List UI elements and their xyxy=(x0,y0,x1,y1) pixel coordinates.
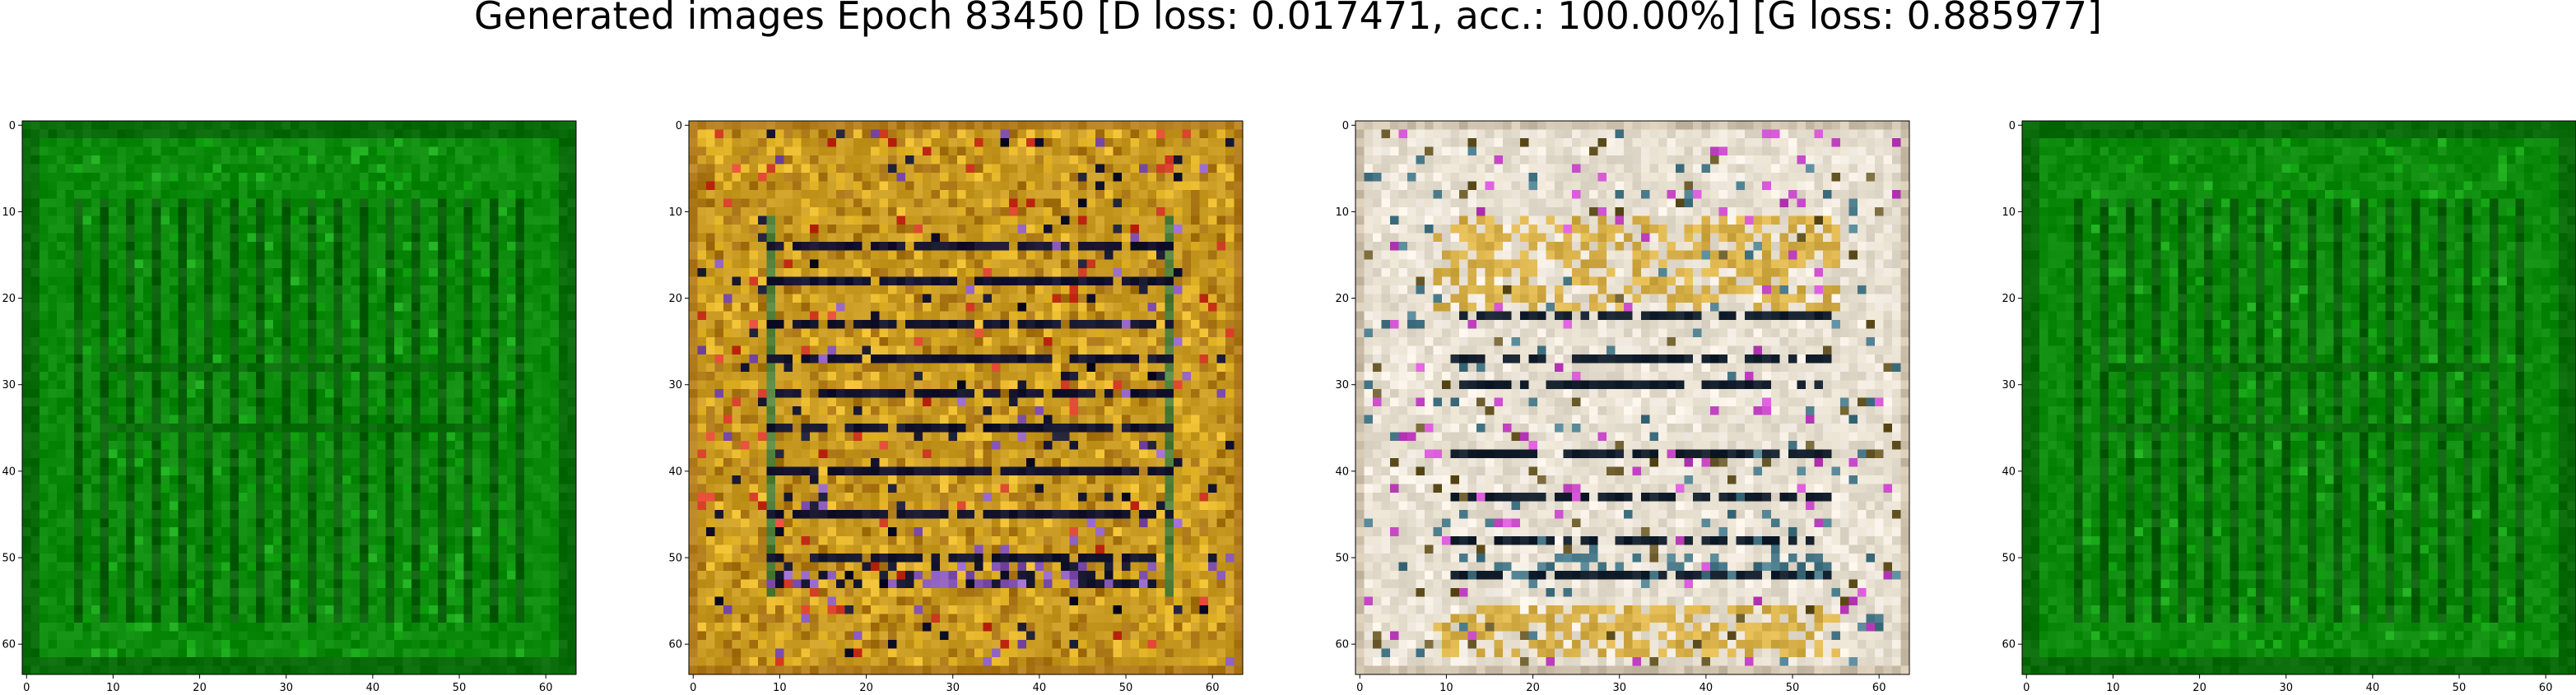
axes-frame xyxy=(1355,120,1910,675)
y-tick-label: 40 xyxy=(2002,466,2016,478)
y-tick-label: 30 xyxy=(668,379,682,392)
axes-frame xyxy=(21,120,577,675)
x-tick-label: 10 xyxy=(773,682,787,694)
y-tick-label: 50 xyxy=(1335,553,1349,565)
y-tick-label: 50 xyxy=(2002,553,2016,565)
x-tick-label: 60 xyxy=(539,682,553,694)
generated-image xyxy=(22,121,577,675)
x-tick-label: 20 xyxy=(193,682,207,694)
y-tick-label: 40 xyxy=(1335,466,1349,478)
image-panel-4: 0 10 20 30 40 50 60 0 10 20 30 40 50 60 xyxy=(2002,120,2576,694)
x-tick-label: 10 xyxy=(2106,682,2120,694)
x-tick-label: 60 xyxy=(1872,682,1886,694)
x-tick-label: 10 xyxy=(106,682,120,694)
y-tick-label: 10 xyxy=(2002,206,2016,219)
x-tick-label: 0 xyxy=(23,682,30,694)
y-tick-label: 10 xyxy=(2,206,16,219)
y-tick-label: 20 xyxy=(2,293,16,305)
y-tick-label: 40 xyxy=(668,466,682,478)
y-tick-label: 40 xyxy=(2,466,16,478)
y-tick-label: 30 xyxy=(2,379,16,392)
y-tick-label: 20 xyxy=(2002,293,2016,305)
image-panel-3: 0 10 20 30 40 50 60 0 10 20 30 40 50 60 xyxy=(1335,120,1910,694)
figure-title: Generated images Epoch 83450 [D loss: 0.… xyxy=(474,0,2102,38)
y-tick-label: 60 xyxy=(2,639,16,651)
x-tick-label: 10 xyxy=(1439,682,1453,694)
y-tick-label: 50 xyxy=(668,553,682,565)
y-tick-label: 0 xyxy=(676,120,682,132)
x-tick-label: 40 xyxy=(366,682,380,694)
x-tick-label: 20 xyxy=(2192,682,2206,694)
x-tick-label: 0 xyxy=(690,682,696,694)
y-tick-label: 50 xyxy=(2,553,16,565)
x-tick-label: 20 xyxy=(859,682,873,694)
y-tick-label: 30 xyxy=(1335,379,1349,392)
y-tick-label: 10 xyxy=(1335,206,1349,219)
generated-image xyxy=(2022,121,2576,675)
axes-frame xyxy=(688,120,1244,675)
x-tick-label: 40 xyxy=(2366,682,2380,694)
x-tick-label: 30 xyxy=(2279,682,2293,694)
y-tick-label: 60 xyxy=(1335,639,1349,651)
image-panel-1: 0 10 20 30 40 50 60 0 10 20 30 40 50 60 xyxy=(2,120,577,694)
x-tick-label: 60 xyxy=(1206,682,1220,694)
image-panel-2: 0 10 20 30 40 50 60 0 10 20 30 40 50 60 xyxy=(668,120,1244,694)
x-tick-label: 50 xyxy=(1786,682,1800,694)
x-tick-label: 40 xyxy=(1033,682,1047,694)
y-tick-label: 30 xyxy=(2002,379,2016,392)
y-tick-label: 20 xyxy=(1335,293,1349,305)
y-tick-label: 10 xyxy=(668,206,682,219)
y-tick-label: 20 xyxy=(668,293,682,305)
x-tick-label: 40 xyxy=(1700,682,1713,694)
axes-frame xyxy=(2021,120,2576,675)
x-tick-label: 30 xyxy=(1612,682,1626,694)
x-tick-label: 50 xyxy=(453,682,467,694)
generated-image xyxy=(1355,121,1910,675)
y-tick-label: 0 xyxy=(9,120,16,132)
x-tick-label: 50 xyxy=(1119,682,1133,694)
x-tick-label: 0 xyxy=(1356,682,1363,694)
generated-image xyxy=(689,121,1244,675)
y-tick-label: 60 xyxy=(2002,639,2016,651)
x-tick-label: 20 xyxy=(1526,682,1540,694)
x-tick-label: 30 xyxy=(279,682,293,694)
y-tick-label: 0 xyxy=(2009,120,2016,132)
x-tick-label: 0 xyxy=(2023,682,2030,694)
y-tick-label: 0 xyxy=(1342,120,1349,132)
y-tick-label: 60 xyxy=(668,639,682,651)
x-tick-label: 30 xyxy=(946,682,960,694)
x-tick-label: 50 xyxy=(2453,682,2467,694)
x-tick-label: 60 xyxy=(2539,682,2553,694)
